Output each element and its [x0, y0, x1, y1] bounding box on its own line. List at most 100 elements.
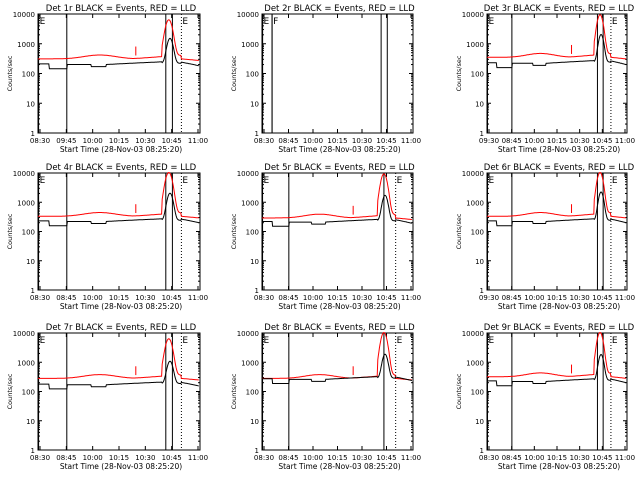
x-axis-label: Start Time (28-Nov-03 08:25:20): [278, 462, 400, 471]
x-tick-label: 09:30: [479, 137, 499, 145]
x-axis-label: Start Time (28-Nov-03 08:25:20): [498, 302, 620, 311]
y-tick-label: 1: [31, 287, 35, 295]
marker-label: E: [612, 176, 618, 186]
x-tick-label: 10:15: [327, 294, 347, 302]
x-tick-label: 09:45: [56, 137, 76, 145]
plot-frame: [486, 172, 628, 291]
x-tick-label: 10:15: [327, 454, 347, 462]
plot-frame: [261, 13, 414, 134]
y-tick-label: 100: [22, 71, 35, 79]
series-events-line: [262, 194, 413, 227]
series-lld-line: [487, 331, 627, 379]
series-lld-line: [487, 14, 627, 60]
y-tick-label: 1: [255, 130, 259, 138]
marker-label: E: [612, 17, 618, 27]
series-lld-line: [38, 19, 199, 61]
x-tick-label: 10:30: [352, 294, 372, 302]
x-tick-label: 11:00: [401, 137, 421, 145]
y-axis-label: Counts/sec: [455, 373, 463, 409]
y-tick-label: 100: [246, 229, 259, 237]
x-tick-label: 08:45: [56, 454, 76, 462]
y-axis-label: Counts/sec: [230, 373, 238, 409]
marker-label: E: [182, 17, 188, 27]
marker-label: E: [264, 336, 270, 346]
chart-panel-det-6: Det 6r BLACK = Events, RED = LLD Counts/s…: [455, 163, 635, 311]
series-lld-line: [487, 171, 627, 219]
y-tick-label: 10: [250, 418, 259, 426]
y-tick-label: 10: [250, 258, 259, 266]
x-tick-label: 11:00: [615, 454, 635, 462]
x-tick-label: 11:00: [401, 454, 421, 462]
chart-title: Det 7r BLACK = Events, RED = LLD: [46, 323, 197, 333]
x-tick-label: 10:45: [376, 294, 396, 302]
y-tick-label: 1000: [17, 359, 35, 367]
chart-title: Det 6r BLACK = Events, RED = LLD: [484, 163, 635, 173]
y-tick-label: 100: [471, 389, 484, 397]
marker-label: E: [264, 176, 270, 186]
x-tick-label: 10:15: [547, 294, 567, 302]
y-axis-label: Counts/sec: [455, 213, 463, 249]
x-axis-label: Start Time (28-Nov-03 08:25:20): [498, 145, 620, 154]
x-tick-label: 10:30: [352, 137, 372, 145]
y-tick-label: 10: [475, 418, 484, 426]
chart-panel-det-8: Det 8r BLACK = Events, RED = LLD Counts/s…: [230, 323, 421, 471]
x-tick-label: 11:00: [401, 294, 421, 302]
y-tick-label: 1: [480, 447, 484, 455]
chart-panel-det-3: Det 3r BLACK = Events, RED = LLD Counts/s…: [455, 4, 635, 154]
y-tick-label: 1000: [241, 199, 259, 207]
x-axis-label: Start Time (28-Nov-03 08:25:20): [498, 462, 620, 471]
x-tick-label: 10:45: [376, 454, 396, 462]
x-axis-label: Start Time (28-Nov-03 08:25:20): [60, 145, 182, 154]
y-tick-label: 10: [250, 100, 259, 108]
x-tick-label: 10:00: [524, 454, 544, 462]
x-tick-label: 08:30: [254, 294, 274, 302]
chart-panel-det-9: Det 9r BLACK = Events, RED = LLD Counts/s…: [455, 323, 635, 471]
chart-panel-det-1: Det 1r BLACK = Events, RED = LLD Counts/s…: [6, 4, 208, 154]
chart-title: Det 5r BLACK = Events, RED = LLD: [264, 163, 415, 173]
y-axis-label: Counts/sec: [6, 213, 14, 249]
x-tick-label: 08:30: [30, 294, 50, 302]
x-tick-label: 08:45: [278, 294, 298, 302]
x-tick-label: 08:30: [254, 454, 274, 462]
plot-frame: [37, 13, 201, 134]
x-tick-label: 10:45: [376, 137, 396, 145]
plot-frame: [37, 332, 201, 451]
marker-label: E: [397, 336, 403, 346]
x-tick-label: 11:00: [188, 294, 208, 302]
y-tick-label: 1: [480, 287, 484, 295]
x-tick-label: 08:30: [479, 454, 499, 462]
x-tick-label: 10:15: [109, 137, 129, 145]
marker-label: E: [489, 17, 495, 27]
x-tick-label: 10:30: [570, 137, 590, 145]
x-tick-label: 10:45: [592, 454, 612, 462]
chart-title: Det 1r BLACK = Events, RED = LLD: [46, 4, 197, 14]
marker-label: E: [489, 176, 495, 186]
marker-label: E: [40, 17, 46, 27]
y-axis-label: Counts/sec: [230, 55, 238, 91]
x-tick-label: 08:30: [254, 137, 274, 145]
x-tick-label: 10:15: [327, 137, 347, 145]
x-tick-label: 10:30: [135, 294, 155, 302]
y-tick-label: 1000: [241, 41, 259, 49]
x-tick-label: 10:15: [109, 294, 129, 302]
series-events-line: [487, 353, 627, 387]
y-tick-label: 1000: [466, 359, 484, 367]
x-tick-label: 10:15: [109, 454, 129, 462]
x-axis-label: Start Time (28-Nov-03 08:25:20): [278, 145, 400, 154]
x-tick-label: 10:00: [303, 454, 323, 462]
chart-panel-det-4: Det 4r BLACK = Events, RED = LLD Counts/s…: [6, 163, 208, 311]
x-tick-label: 08:45: [502, 294, 522, 302]
x-tick-label: 09:30: [479, 294, 499, 302]
marker-label: E: [264, 17, 270, 27]
y-tick-label: 1: [255, 447, 259, 455]
x-axis-label: Start Time (28-Nov-03 08:25:20): [60, 462, 182, 471]
y-tick-label: 1000: [17, 199, 35, 207]
y-tick-label: 10000: [13, 11, 35, 19]
x-tick-label: 08:45: [56, 294, 76, 302]
y-tick-label: 10000: [13, 170, 35, 178]
series-lld-line: [38, 171, 199, 219]
x-tick-label: 08:45: [502, 137, 522, 145]
x-tick-label: 10:15: [547, 137, 567, 145]
marker-label: E: [397, 176, 403, 186]
chart-title: Det 2r BLACK = Events, RED = LLD: [264, 4, 415, 14]
